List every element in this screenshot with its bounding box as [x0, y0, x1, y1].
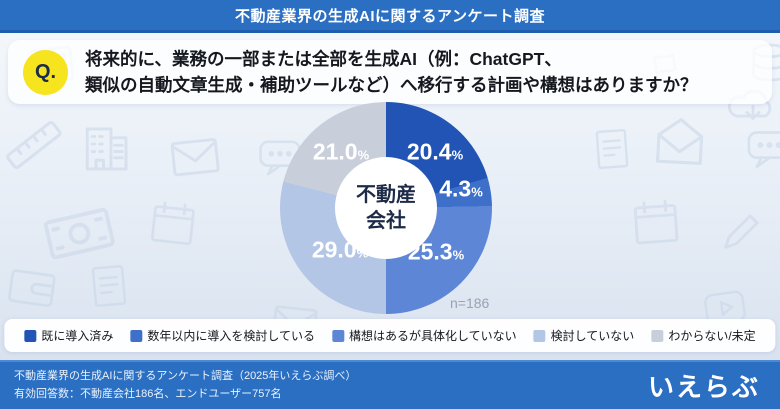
legend-item: 既に導入済み: [24, 327, 113, 344]
calendar-icon: [143, 194, 202, 253]
legend-swatch-icon: [24, 329, 37, 342]
legend-item: 検討していない: [533, 327, 635, 344]
calendar-icon: [626, 193, 686, 253]
slice-percentage-label: 29.0%: [311, 236, 369, 263]
pencil-icon: [714, 203, 770, 259]
header-bar: 不動産業界の生成AIに関するアンケート調査: [0, 0, 780, 33]
doc-lines-icon: [82, 259, 136, 313]
slice-percentage-label: 21.0%: [312, 138, 370, 165]
legend-item: 構想はあるが具体化していない: [332, 327, 517, 344]
question-line-2: 類似の自動文章生成・補助ツールなど）へ移行する計画や構想はありますか？: [85, 75, 698, 95]
question-line-1: 将来的に、業務の一部または全部を生成AI（例：ChatGPT、: [85, 49, 562, 69]
building-icon: [76, 119, 136, 179]
legend-label: 検討していない: [550, 329, 635, 343]
ruler-icon: [2, 113, 64, 175]
legend-label: 構想はあるが具体化していない: [349, 329, 517, 343]
footer-respondents-line: 有効回答数：不動産会社186名、エンドユーザー757名: [14, 387, 282, 400]
question-badge: Q.: [23, 49, 68, 95]
envelope-open-icon: [646, 107, 713, 174]
question-card: Q. 将来的に、業務の一部または全部を生成AI（例：ChatGPT、 類似の自動…: [8, 40, 772, 104]
slice-percentage-label: 20.4%: [406, 138, 464, 165]
legend-item: わからない/未定: [651, 327, 756, 344]
pie-center: 不動産 会社: [335, 157, 437, 259]
page-title: 不動産業界の生成AIに関するアンケート調査: [235, 7, 545, 25]
slice-percentage-label: 25.3%: [407, 238, 465, 265]
legend-label: 既に導入済み: [41, 329, 114, 343]
money-icon: [32, 185, 126, 279]
footer-text: 不動産業界の生成AIに関するアンケート調査（2025年いえらぶ調べ） 有効回答数…: [14, 368, 356, 402]
footer-source-line: 不動産業界の生成AIに関するアンケート調査（2025年いえらぶ調べ）: [14, 370, 357, 383]
legend-item: 数年以内に導入を検討している: [130, 327, 315, 344]
question-text: 将来的に、業務の一部または全部を生成AI（例：ChatGPT、 類似の自動文章生…: [85, 46, 698, 98]
chart-legend: 既に導入済み 数年以内に導入を検討している 構想はあるが具体化していない 検討していな…: [4, 319, 776, 352]
footer-bar: 不動産業界の生成AIに関するアンケート調査（2025年いえらぶ調べ） 有効回答数…: [0, 360, 780, 409]
ielove-logo: いえらぶ: [647, 372, 760, 402]
doc-lines-icon: [586, 123, 637, 174]
legend-swatch-icon: [130, 329, 143, 342]
legend-label: わからない/未定: [668, 329, 756, 343]
pie-chart: 不動産 会社 20.4% 4.3% 25.3% 29.0% 21.0%: [280, 102, 492, 314]
pie-center-label: 不動産 会社: [356, 184, 416, 232]
wallet-icon: [0, 255, 63, 318]
slice-percentage-label: 4.3%: [439, 175, 483, 202]
legend-swatch-icon: [651, 329, 664, 342]
envelope-icon: [163, 124, 227, 188]
content-area: Q. 将来的に、業務の一部または全部を生成AI（例：ChatGPT、 類似の自動…: [0, 33, 780, 360]
legend-label: 数年以内に導入を検討している: [147, 329, 316, 343]
bubble-icon: [742, 121, 780, 176]
sample-size-label: n=186: [450, 295, 490, 311]
legend-swatch-icon: [332, 329, 345, 342]
legend-swatch-icon: [533, 329, 546, 342]
